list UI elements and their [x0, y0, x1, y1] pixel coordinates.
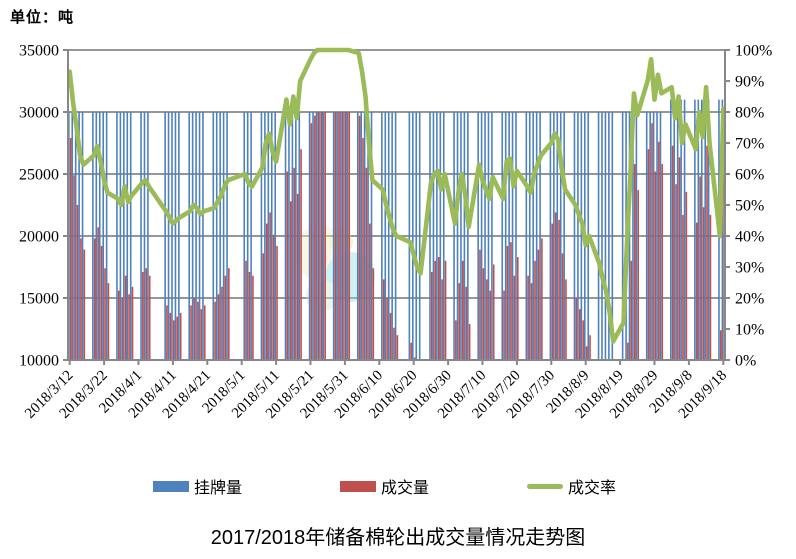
right-axis-tick-label: 0%: [735, 353, 756, 370]
volume-bars: [69, 112, 725, 360]
left-axis-tick-label: 20000: [19, 229, 59, 246]
chart-title: 2017/2018年储备棉轮出成交量情况走势图: [210, 527, 586, 549]
legend-label-volume: 成交量: [381, 480, 430, 497]
left-axis-tick-label: 15000: [19, 291, 59, 308]
right-axis-tick-label: 60%: [735, 167, 764, 184]
right-axis-tick-label: 70%: [735, 136, 764, 153]
legend-label-listed: 挂牌量: [194, 480, 243, 497]
right-axis-tick-label: 90%: [735, 74, 764, 91]
unit-label: 单位：吨: [10, 9, 75, 26]
right-axis-tick-label: 50%: [735, 198, 764, 215]
right-axis-tick-label: 100%: [735, 43, 772, 60]
rate-line: [67, 47, 726, 344]
left-axis-tick-label: 30000: [19, 105, 59, 122]
right-axis-tick-label: 20%: [735, 291, 764, 308]
legend-item-rate: 成交率: [527, 474, 616, 498]
right-axis-tick-label: 30%: [735, 260, 764, 277]
legend-item-volume: 成交量: [340, 474, 429, 498]
left-axis-tick-label: 35000: [19, 43, 59, 60]
right-axis-labels: 100% 90% 80% 70% 60% 50% 40% 30% 20% 10% 0%: [725, 43, 772, 370]
legend-item-listed: 挂牌量: [153, 474, 242, 498]
listed-volume-swatch-icon: [153, 480, 189, 492]
listed-bars: [68, 99, 724, 360]
right-axis-tick-label: 10%: [735, 322, 764, 339]
deal-rate-line-swatch-icon: [527, 483, 563, 489]
deal-volume-swatch-icon: [340, 480, 376, 492]
x-axis-labels: 2018/3/122018/3/222018/4/12018/4/112018/…: [22, 360, 730, 422]
legend-label-rate: 成交率: [568, 480, 617, 497]
right-axis-tick-label: 40%: [735, 229, 764, 246]
left-axis-tick-label: 10000: [19, 353, 59, 370]
left-axis-tick-label: 25000: [19, 167, 59, 184]
right-axis-tick-label: 80%: [735, 105, 764, 122]
chart-legend: 挂牌量 成交量 成交率: [0, 474, 796, 498]
left-axis-labels: 35000 30000 25000 20000 15000 10000: [19, 43, 68, 370]
